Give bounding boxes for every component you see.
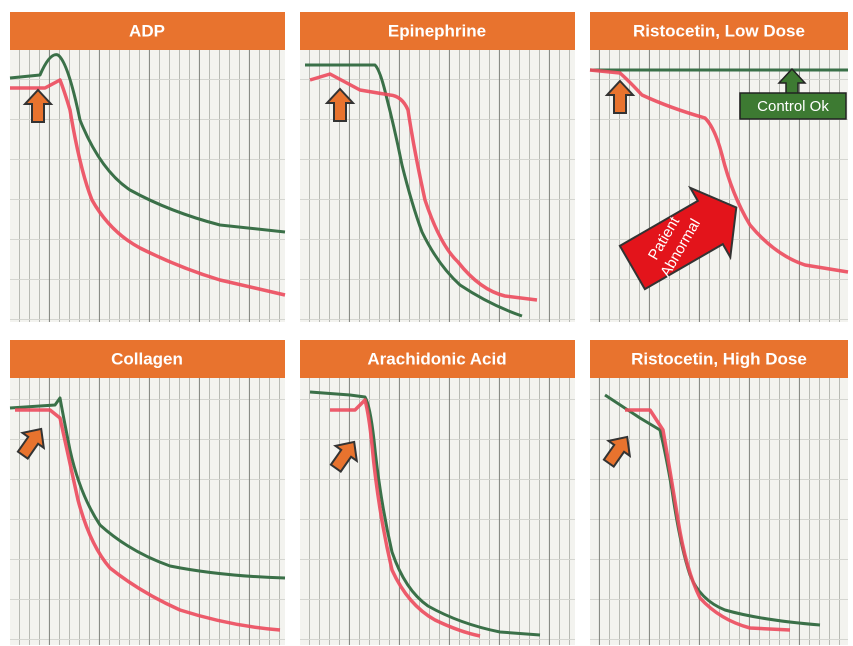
figure: ADP Epinephrine Ristocetin, Low Dose Col… — [0, 0, 853, 646]
panel-title: ADP — [129, 21, 165, 40]
panel-title: Epinephrine — [388, 21, 486, 40]
page: ADP Epinephrine Ristocetin, Low Dose Col… — [0, 0, 853, 646]
panel-title: Collagen — [111, 349, 183, 368]
control-label: Control Ok — [757, 98, 829, 115]
panel-title: Ristocetin, High Dose — [631, 349, 807, 368]
panel-title: Ristocetin, Low Dose — [633, 21, 805, 40]
panel-title: Arachidonic Acid — [367, 349, 506, 368]
